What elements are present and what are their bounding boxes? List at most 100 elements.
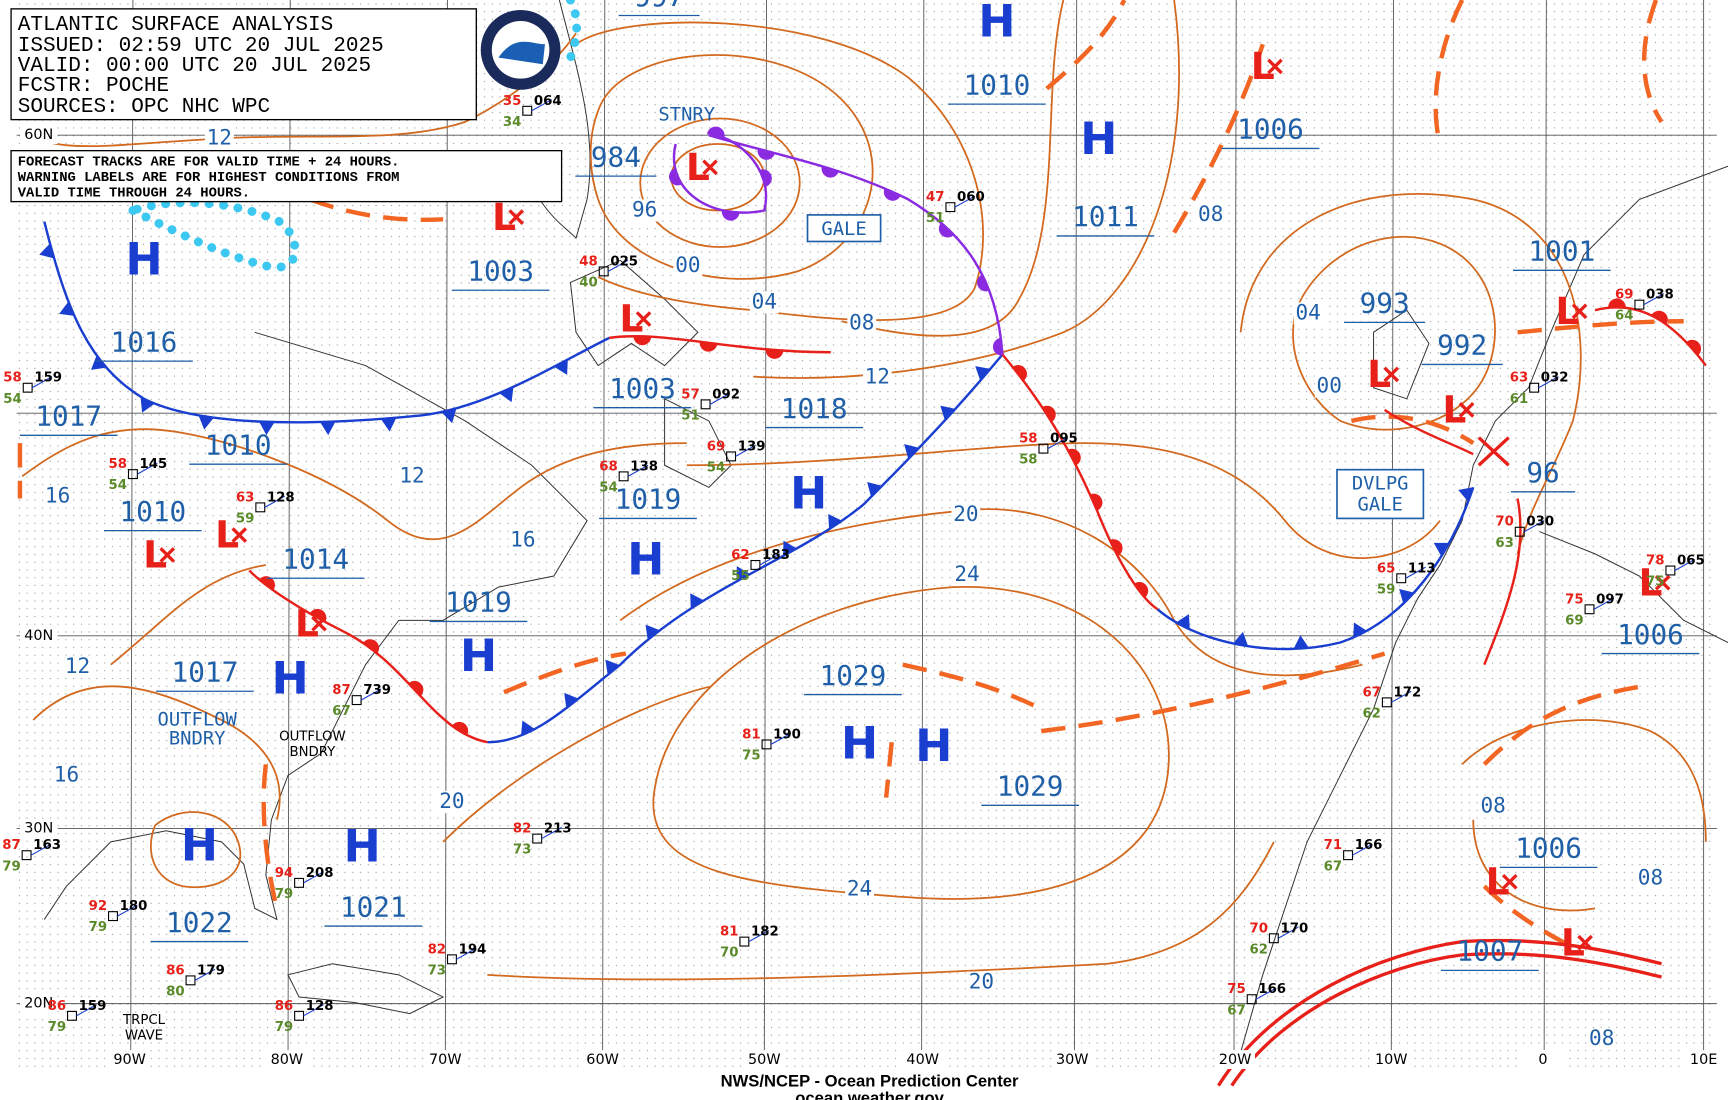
isobar-label-bg	[847, 312, 877, 335]
station-wind	[117, 904, 138, 917]
station-pressure: 208	[306, 866, 334, 881]
station-pressure: 030	[1526, 515, 1554, 530]
station-pressure: 092	[712, 387, 740, 402]
station-dewpoint: 64	[1615, 309, 1633, 324]
longitude-label: 10W	[1375, 1052, 1408, 1068]
front-semicircle	[821, 166, 839, 178]
station-wind	[1047, 437, 1069, 450]
latitude-label: 60N	[24, 127, 53, 143]
front-semicircle	[408, 680, 424, 697]
station-wind	[709, 392, 731, 405]
low-center: L	[143, 533, 167, 577]
high-center: H	[344, 822, 381, 873]
station-wind	[1405, 566, 1426, 579]
station-temperature: 62	[731, 548, 749, 563]
isobar-label-bg	[951, 504, 981, 527]
longitude-label: 10E	[1690, 1052, 1717, 1068]
station-wind	[735, 444, 756, 457]
longitude-label: 70W	[429, 1052, 462, 1068]
low-center: L	[686, 145, 710, 189]
isobar-label-bg	[43, 485, 72, 508]
isobar-label: 20	[439, 788, 464, 813]
header-line: ATLANTIC SURFACE ANALYSIS	[18, 13, 334, 37]
front-triangle	[554, 359, 568, 375]
pressure-label: 1029	[997, 770, 1064, 803]
station-pressure: 159	[34, 371, 62, 386]
isobar-label: 04	[752, 288, 777, 313]
low-center-mark	[1501, 873, 1518, 890]
station-temperature: 86	[166, 963, 184, 978]
station-pressure: 213	[544, 822, 572, 837]
pressure-label: 1014	[282, 543, 349, 576]
front-semicircle	[1686, 339, 1702, 356]
low-center: L	[295, 601, 319, 645]
station-pressure: 097	[1596, 592, 1624, 607]
station-wind	[303, 871, 324, 884]
front-triangle	[1232, 631, 1249, 647]
pressure-label: 1011	[1072, 200, 1139, 233]
header-boxes	[10, 8, 1510, 520]
isobar-label: 24	[954, 561, 979, 586]
station-temperature: 87	[332, 683, 350, 698]
station-temperature: 94	[275, 866, 293, 881]
station-wind	[748, 930, 770, 943]
station-dewpoint: 69	[1565, 613, 1583, 628]
pressure-label: 1006	[1515, 832, 1582, 865]
note-line: VALID TIME THROUGH 24 HOURS.	[18, 185, 250, 201]
low-center: L	[1486, 859, 1510, 903]
isobar-label: 12	[65, 653, 90, 678]
front-triangle	[645, 624, 660, 640]
station-pressure: 194	[459, 942, 487, 957]
low-center-mark	[702, 159, 718, 176]
station-temperature: 92	[89, 899, 107, 914]
lon-label-bg	[1683, 1050, 1724, 1069]
station-wind	[1593, 597, 1615, 610]
front-semicircle	[1651, 310, 1668, 325]
header-line: FCSTR: POCHE	[18, 74, 169, 98]
station-dewpoint: 61	[1510, 392, 1528, 407]
station-pressure: 180	[120, 899, 148, 914]
low-center: L	[1367, 352, 1391, 396]
isobar-label-bg	[1196, 203, 1226, 226]
front-triangle	[867, 482, 883, 497]
front-triangle	[564, 692, 579, 709]
station-dewpoint: 34	[503, 115, 521, 130]
isobar-label: 20	[969, 969, 994, 994]
pressure-label: 1007	[1457, 935, 1524, 968]
station-dewpoint: 70	[720, 946, 738, 961]
front-semicircle	[1608, 298, 1626, 308]
low-center-mark	[635, 311, 652, 327]
lat-label-bg	[19, 819, 58, 838]
station-pressure: 190	[773, 727, 801, 742]
isobar-label-bg	[967, 971, 996, 994]
warning-label: GALE	[1358, 495, 1403, 516]
pressure-label: 1019	[445, 586, 512, 619]
isobar-label-bg	[673, 254, 703, 277]
pressure-label: 993	[1360, 287, 1410, 320]
front-semicircle	[765, 349, 784, 359]
isobar-label: 00	[1317, 373, 1342, 398]
station-wind	[627, 464, 649, 477]
front-triangle	[783, 540, 797, 557]
warning-label: GALE	[821, 219, 866, 240]
lon-label-bg	[1523, 1050, 1563, 1069]
station-temperature: 63	[1510, 371, 1528, 386]
station-wind	[541, 827, 562, 840]
station-dewpoint: 55	[731, 569, 749, 584]
station-dewpoint: 67	[332, 704, 350, 719]
low-center-mark	[231, 527, 248, 543]
lat-label-bg	[19, 626, 58, 645]
station-dewpoint: 51	[926, 211, 944, 226]
isobar-label-bg	[630, 199, 660, 222]
station-temperature: 48	[579, 254, 597, 269]
front-triangle	[1353, 622, 1367, 638]
high-center: H	[181, 821, 218, 872]
isobar-label: 12	[207, 124, 232, 149]
low-center-mark	[159, 547, 176, 563]
station-pressure: 128	[306, 999, 334, 1014]
station-dewpoint: 59	[236, 511, 254, 526]
station-pressure: 179	[197, 963, 225, 978]
station-dewpoint: 58	[1019, 453, 1037, 468]
pressure-label: 1022	[166, 906, 233, 939]
station-temperature: 81	[742, 727, 760, 742]
